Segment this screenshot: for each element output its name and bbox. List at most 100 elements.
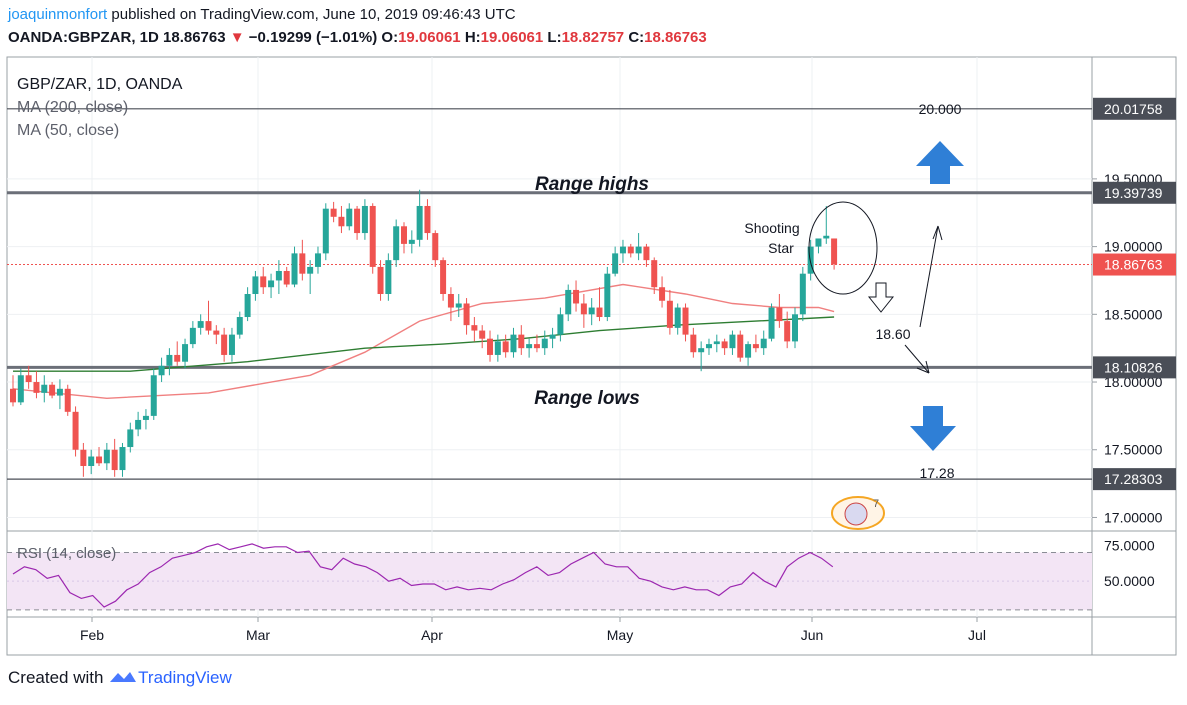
candle-body: [510, 334, 517, 353]
candle-body: [502, 341, 509, 353]
candle-body: [119, 447, 126, 471]
candle-body: [135, 419, 142, 430]
footer: Created with TradingView: [8, 668, 232, 688]
event-flag-icon[interactable]: 7: [831, 496, 885, 530]
target-17-label: 17.28: [919, 465, 954, 481]
candle-body: [96, 456, 103, 464]
candle-body: [643, 246, 650, 261]
candle-body: [416, 205, 423, 240]
candle-body: [729, 334, 736, 349]
price-label-box: [1093, 181, 1176, 204]
candle-body: [635, 246, 642, 254]
candle-body: [807, 246, 814, 274]
candle-body: [526, 344, 533, 349]
grid-lines: [7, 57, 1092, 617]
candle-body: [792, 314, 798, 342]
rsi-pane: 75.0000 50.0000: [7, 537, 1155, 611]
legend-ma200[interactable]: MA (200, close): [17, 99, 128, 116]
candle-body: [330, 208, 337, 217]
candle-body: [651, 260, 658, 288]
candle-body: [64, 388, 71, 412]
high-label: H:: [464, 29, 481, 46]
legend-title: GBP/ZAR, 1D, OANDA: [17, 76, 183, 93]
svg-text:7: 7: [873, 498, 879, 510]
candle-body: [440, 260, 447, 294]
tradingview-brand-link[interactable]: TradingView: [138, 668, 232, 687]
candle-body: [354, 208, 361, 234]
shooting-star-ellipse[interactable]: [808, 201, 878, 295]
candle-body: [776, 307, 783, 322]
rsi-legend[interactable]: RSI (14, close): [17, 545, 116, 562]
candle-body: [565, 289, 572, 315]
projection-down-arrowhead: [916, 360, 930, 374]
price-label-box: [1093, 97, 1176, 120]
candle-body: [182, 344, 189, 362]
candle-body: [197, 321, 204, 328]
down-arrow-icon: ▼: [229, 29, 245, 46]
down-arrow-icon-large[interactable]: [910, 406, 956, 451]
candle-body: [573, 289, 580, 304]
candle-body: [299, 253, 306, 274]
moving-averages: [12, 283, 835, 400]
candle-body: [698, 348, 705, 353]
candle-body: [283, 270, 290, 285]
candle-body: [361, 205, 368, 234]
legend-ma50[interactable]: MA (50, close): [17, 122, 119, 139]
x-tick-label: Jun: [801, 627, 824, 643]
y-tick-label: 19.00000: [1104, 239, 1163, 255]
published-text: published on TradingView.com, June 10, 2…: [111, 6, 516, 23]
candle-body: [619, 246, 626, 254]
candle-body: [455, 303, 462, 308]
price-label-text: 19.39739: [1104, 185, 1163, 201]
candle-body: [268, 280, 275, 288]
close-value: 18.86763: [644, 29, 707, 46]
symbol-quote-line: OANDA:GBPZAR, 1D 18.86763 ▼ −0.19299 (−1…: [8, 29, 707, 46]
candle-body: [823, 235, 830, 239]
candle-body: [314, 253, 321, 267]
open-value: 19.06061: [398, 29, 461, 46]
candle-body: [369, 205, 376, 267]
projection-up-arrowhead: [932, 225, 943, 241]
rsi-tick-label: 50.0000: [1104, 573, 1155, 589]
candle-body: [831, 238, 838, 265]
target-1860-label: 18.60: [875, 326, 910, 342]
projection-line-up[interactable]: [919, 225, 939, 328]
candle-body: [189, 327, 196, 345]
candle-body: [627, 246, 634, 254]
candle-body: [713, 341, 720, 345]
y-tick-label: 18.50000: [1104, 306, 1163, 322]
candle-body: [213, 330, 220, 335]
price-label-text: 18.10826: [1104, 359, 1163, 375]
candle-body: [393, 226, 400, 261]
price-axis: 19.5000019.0000018.5000018.0000017.50000…: [1092, 97, 1176, 525]
candle-body: [580, 303, 587, 315]
x-tick-label: Mar: [246, 627, 270, 643]
candle-body: [784, 321, 791, 342]
candle-body: [221, 334, 228, 355]
rsi-tick-label: 75.0000: [1104, 537, 1155, 553]
candle-body: [705, 344, 712, 349]
candle-body: [401, 226, 407, 244]
candle-body: [150, 375, 157, 416]
projection-line-down[interactable]: [904, 344, 930, 374]
publish-info: joaquinmonfort published on TradingView.…: [8, 6, 516, 23]
candle-body: [588, 307, 595, 315]
candle-body: [659, 287, 666, 301]
candle-body: [228, 334, 235, 355]
candle-body: [338, 216, 345, 227]
candle-body: [385, 260, 392, 294]
candle-body: [682, 307, 689, 335]
candlesticks: [10, 189, 838, 477]
shooting-star-label-line1: Shooting: [744, 220, 799, 236]
candle-body: [737, 334, 744, 358]
rsi-band: [7, 552, 1092, 610]
candle-body: [432, 233, 439, 261]
author-link[interactable]: joaquinmonfort: [8, 6, 108, 23]
candle-body: [557, 314, 564, 335]
up-arrow-icon[interactable]: [916, 141, 964, 184]
candle-body: [103, 449, 110, 464]
small-down-arrow-icon[interactable]: [867, 282, 895, 313]
price-change: −0.19299 (−1.01%): [248, 29, 378, 46]
